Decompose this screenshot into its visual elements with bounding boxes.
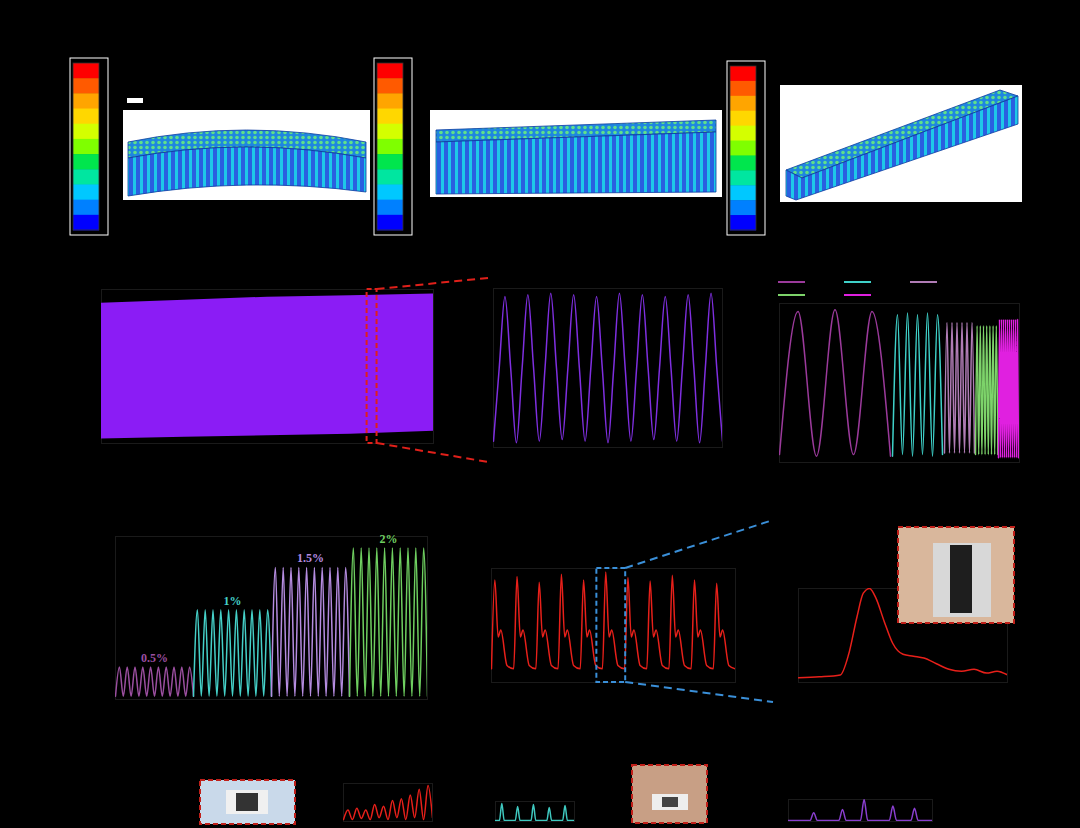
svg-text:0.5%: 0.5% [141,651,168,665]
svg-text:1.5%: 1.5% [297,551,324,565]
svg-text:2%: 2% [380,532,398,546]
svg-text:1%: 1% [224,594,242,608]
